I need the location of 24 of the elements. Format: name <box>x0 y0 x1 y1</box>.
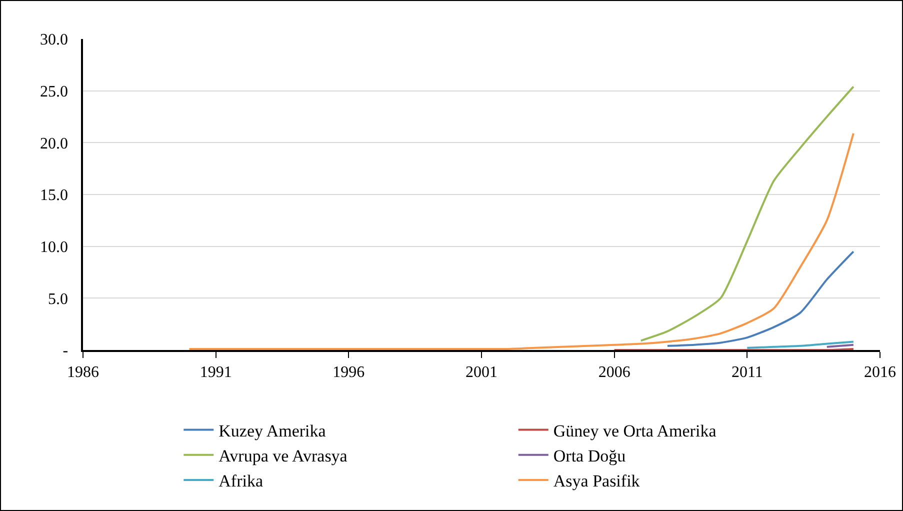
y-tick-label: 5.0 <box>48 290 68 308</box>
line-series <box>640 86 854 342</box>
y-tick-label: 20.0 <box>40 135 68 152</box>
legend-label: Güney ve Orta Amerika <box>553 421 717 440</box>
line-series <box>666 250 854 347</box>
line-series <box>188 132 854 350</box>
x-tick-label: 1996 <box>332 364 365 381</box>
x-tick-label: 2006 <box>598 364 630 381</box>
y-tick-label: 10.0 <box>40 238 68 256</box>
line-series <box>746 340 854 349</box>
y-tick-label: 25.0 <box>40 83 68 100</box>
legend-label: Afrika <box>218 472 264 491</box>
x-tick-label: 2011 <box>731 364 763 381</box>
y-tick-label: - <box>62 342 68 360</box>
y-tick-label: 15.0 <box>40 187 68 204</box>
y-tick-label: 30.0 <box>40 32 68 49</box>
x-tick-label: 2001 <box>466 364 498 381</box>
x-tick-label: 2016 <box>864 364 896 381</box>
legend-label: Kuzey Amerika <box>218 421 326 440</box>
x-tick-label: 1991 <box>200 364 232 381</box>
legend-label: Asya Pasifik <box>553 472 640 491</box>
legend-label: Orta Doğu <box>553 446 626 466</box>
x-tick-label: 1986 <box>67 364 99 381</box>
legend-label: Avrupa ve Avrasya <box>218 446 348 466</box>
